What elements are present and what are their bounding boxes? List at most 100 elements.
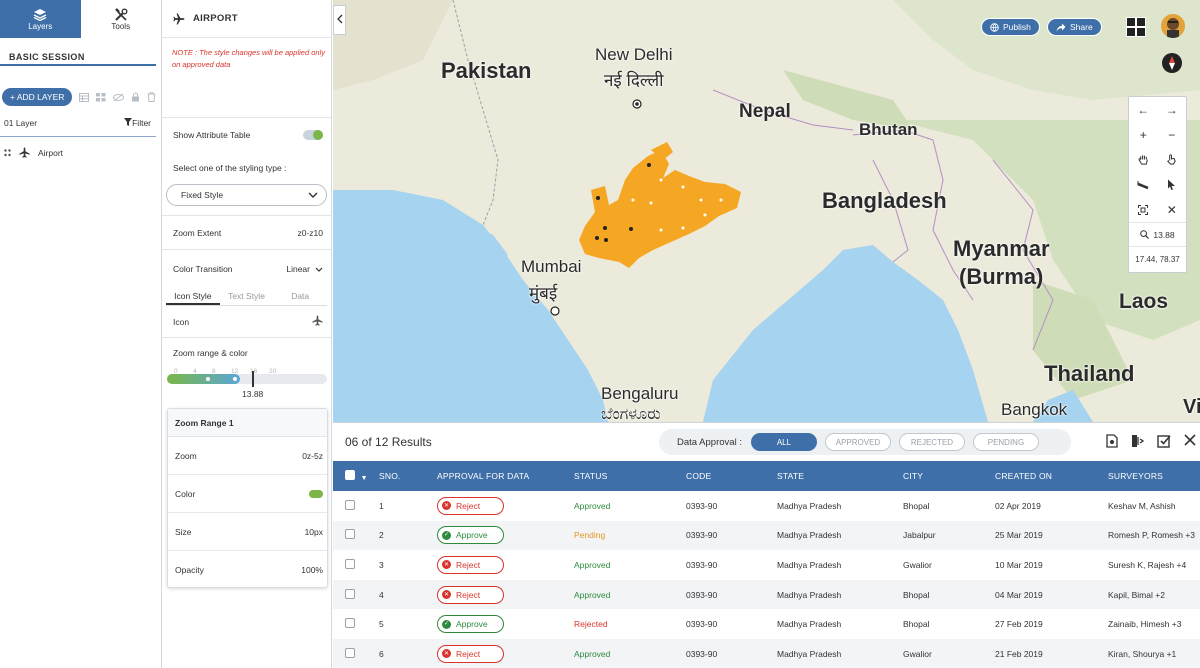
table-row[interactable]: 2 ✓ Approve Pending 0393-90 Madhya Pradesh Jab… bbox=[333, 520, 1200, 551]
slider-handle[interactable] bbox=[233, 377, 237, 381]
tools-icon bbox=[114, 7, 128, 22]
reject-button[interactable]: ✕ Reject bbox=[437, 555, 504, 574]
close-icon[interactable] bbox=[1177, 434, 1200, 448]
zoom-out-icon[interactable]: − bbox=[1168, 127, 1176, 142]
pointer-icon[interactable] bbox=[1158, 172, 1187, 197]
slider-tick: 12 bbox=[231, 368, 239, 375]
column-header[interactable]: STATE bbox=[777, 471, 805, 481]
caret-down-icon[interactable]: ▼ bbox=[360, 475, 368, 482]
table-row[interactable]: 3 ✕ Reject Approved 0393-90 Madhya Pradesh Gwa… bbox=[333, 550, 1200, 580]
collapse-panel-button[interactable] bbox=[333, 5, 346, 35]
column-header[interactable]: CREATED ON bbox=[995, 471, 1053, 481]
column-header[interactable]: APPROVAL FOR DATA bbox=[437, 471, 530, 481]
cell-sno: 5 bbox=[379, 619, 384, 630]
drag-handle-icon[interactable] bbox=[4, 148, 11, 157]
tab-data[interactable]: Data bbox=[291, 291, 310, 301]
map-label-new-delhi-hi: नई दिल्ली bbox=[604, 71, 664, 90]
approve-button[interactable]: ✓ Approve bbox=[437, 526, 504, 545]
compass-icon[interactable] bbox=[1162, 53, 1182, 73]
airplane-icon[interactable] bbox=[312, 315, 323, 328]
grid-icon[interactable] bbox=[96, 92, 106, 102]
cell-state: Madhya Pradesh bbox=[777, 619, 842, 630]
zoom-extent-value[interactable]: z0-z10 bbox=[297, 227, 323, 238]
tab-text-style[interactable]: Text Style bbox=[228, 291, 265, 301]
action-label: Reject bbox=[456, 559, 481, 570]
filter-pending[interactable]: PENDING bbox=[972, 433, 1039, 451]
state-highlight[interactable] bbox=[579, 150, 741, 268]
reject-button[interactable]: ✕ Reject bbox=[437, 585, 504, 604]
row-checkbox[interactable] bbox=[345, 647, 355, 658]
table-icon[interactable] bbox=[79, 92, 90, 102]
attribute-table-toggle[interactable] bbox=[303, 130, 323, 140]
row-select-cell bbox=[333, 491, 379, 521]
pan-hand-icon[interactable] bbox=[1129, 147, 1158, 172]
column-header[interactable]: STATUS bbox=[574, 471, 608, 481]
zoom-value[interactable]: 0z-5z bbox=[302, 450, 323, 461]
styling-type-select[interactable]: Fixed Style bbox=[166, 184, 327, 206]
select-hand-icon[interactable] bbox=[1158, 147, 1187, 172]
tab-tools-label: Tools bbox=[111, 22, 131, 31]
column-header[interactable]: SURVEYORS bbox=[1108, 471, 1164, 481]
size-row: Size 10px bbox=[168, 513, 327, 551]
column-header[interactable]: SNO. bbox=[379, 471, 401, 481]
select-all-checkbox[interactable] bbox=[345, 470, 355, 480]
session-title: BASIC SESSION bbox=[9, 52, 85, 62]
zoom-range-slider[interactable] bbox=[167, 371, 327, 387]
tab-icon-style[interactable]: Icon Style bbox=[166, 288, 220, 305]
hide-icon[interactable] bbox=[113, 93, 125, 102]
cell-code: 0393-90 bbox=[686, 648, 718, 659]
delete-icon[interactable] bbox=[147, 92, 156, 102]
size-value[interactable]: 10px bbox=[304, 526, 323, 537]
approve-all-icon[interactable] bbox=[1151, 434, 1177, 448]
row-checkbox[interactable] bbox=[345, 618, 355, 629]
share-button[interactable]: Share bbox=[1047, 18, 1102, 36]
coordinate-readout: 17.44, 78.37 bbox=[1129, 246, 1186, 272]
app-grid-icon[interactable] bbox=[1126, 17, 1146, 37]
row-checkbox[interactable] bbox=[345, 529, 355, 540]
color-swatch[interactable] bbox=[309, 489, 323, 498]
slider-value: 13.88 bbox=[242, 389, 264, 399]
publish-button[interactable]: Publish bbox=[981, 18, 1040, 36]
color-transition-select[interactable]: Linear bbox=[286, 264, 323, 274]
filter-icon bbox=[124, 117, 133, 128]
table-row[interactable]: 5 ✓ Approve Rejected 0393-90 Madhya Pradesh Bh… bbox=[333, 609, 1200, 639]
arrow-right-icon[interactable]: → bbox=[1165, 102, 1178, 117]
filter-rejected[interactable]: REJECTED bbox=[898, 433, 965, 451]
tab-tools[interactable]: Tools bbox=[81, 0, 162, 38]
approve-button[interactable]: ✓ Approve bbox=[437, 615, 504, 634]
table-row[interactable]: 4 ✕ Reject Approved 0393-90 Madhya Pradesh Bho… bbox=[333, 579, 1200, 610]
tab-layers[interactable]: Layers bbox=[0, 0, 81, 38]
reject-button[interactable]: ✕ Reject bbox=[437, 644, 504, 663]
column-header[interactable]: CODE bbox=[686, 471, 712, 481]
map-view[interactable]: Pakistan New Delhi नई दिल्ली Nepal Bhuta… bbox=[333, 0, 1200, 422]
close-icon[interactable]: ✕ bbox=[1166, 202, 1177, 217]
table-row[interactable]: 1 ✕ Reject Approved 0393-90 Madhya Pradesh Bho… bbox=[333, 491, 1200, 521]
airplane-icon bbox=[19, 147, 30, 158]
fullscreen-icon[interactable] bbox=[1129, 197, 1158, 222]
slider-handle[interactable] bbox=[206, 377, 210, 381]
filter-all[interactable]: ALL bbox=[750, 433, 817, 451]
select-all-column: ▼ bbox=[333, 461, 379, 491]
zoom-in-icon[interactable]: + bbox=[1139, 127, 1147, 142]
column-header[interactable]: CITY bbox=[903, 471, 924, 481]
row-checkbox[interactable] bbox=[345, 588, 355, 599]
table-row[interactable]: 6 ✕ Reject Approved 0393-90 Madhya Pradesh Gwa… bbox=[333, 638, 1200, 668]
arrow-left-icon[interactable]: ← bbox=[1137, 102, 1150, 117]
lock-icon[interactable] bbox=[131, 92, 140, 102]
add-layer-button[interactable]: + ADD LAYER bbox=[2, 88, 73, 106]
opacity-value[interactable]: 100% bbox=[301, 565, 323, 575]
export-icon[interactable] bbox=[1099, 434, 1125, 448]
filter-approved[interactable]: APPROVED bbox=[824, 433, 891, 451]
cell-approval: ✕ Reject bbox=[437, 491, 574, 521]
measure-icon[interactable] bbox=[1129, 172, 1158, 197]
opacity-row: Opacity 100% bbox=[168, 551, 327, 589]
row-checkbox[interactable] bbox=[345, 558, 355, 569]
cell-city: Gwalior bbox=[903, 559, 932, 570]
reject-button[interactable]: ✕ Reject bbox=[437, 496, 504, 515]
columns-icon[interactable] bbox=[1125, 434, 1151, 448]
row-checkbox[interactable] bbox=[345, 499, 355, 510]
filter-button[interactable]: Filter bbox=[124, 117, 151, 128]
avatar[interactable] bbox=[1161, 14, 1185, 38]
layer-item-airport[interactable]: Airport bbox=[0, 137, 161, 158]
chevron-left-icon bbox=[336, 11, 343, 29]
